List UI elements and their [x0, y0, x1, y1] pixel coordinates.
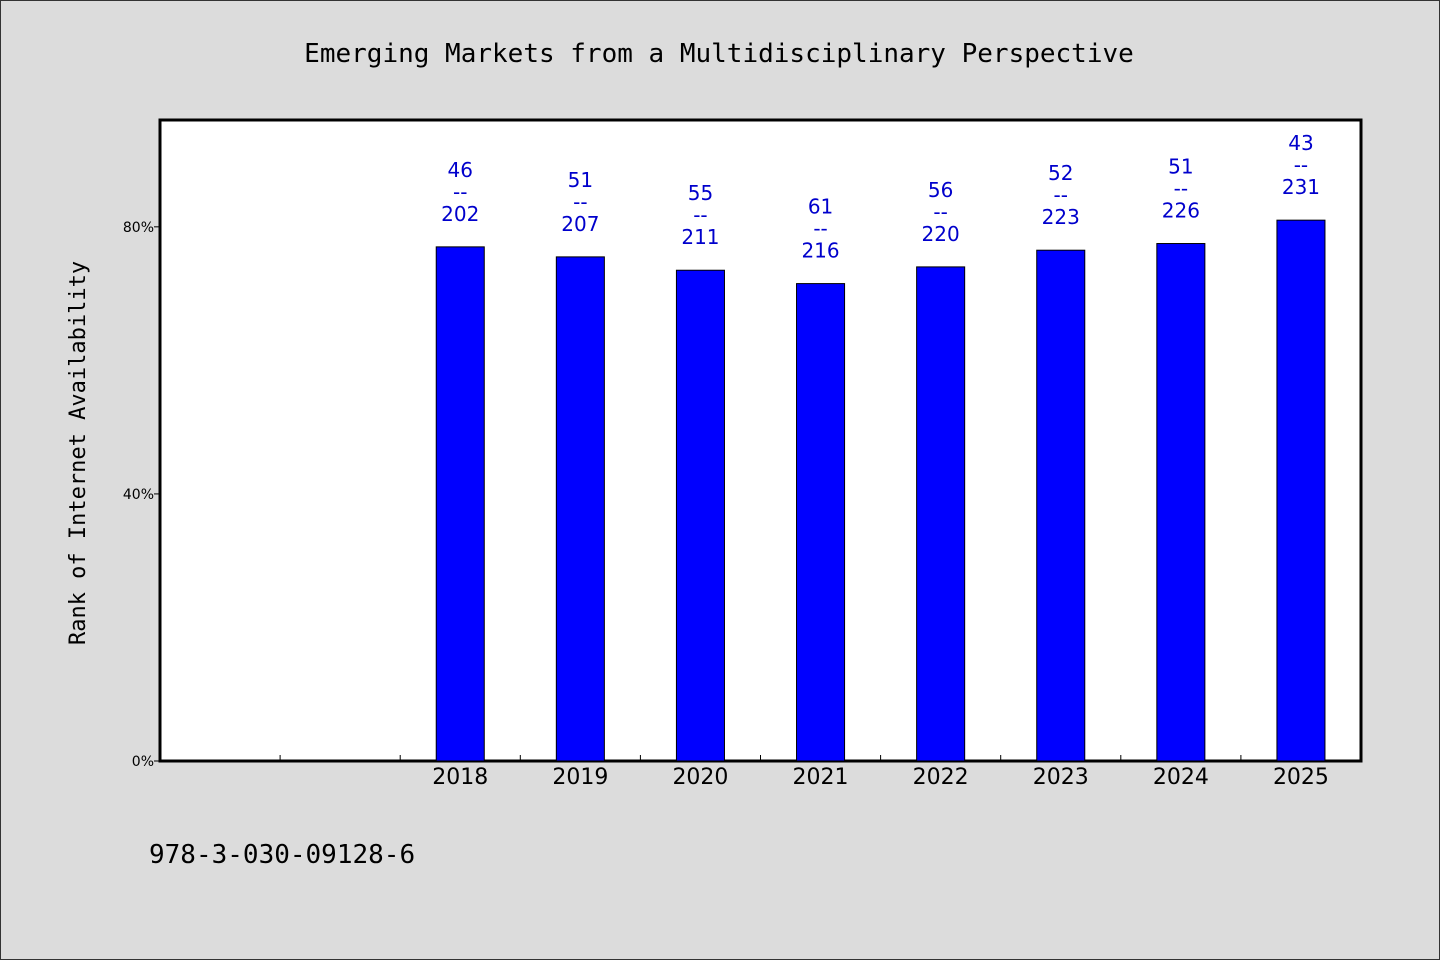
y-tick-label: 40%: [123, 487, 154, 503]
bar: [796, 283, 846, 762]
x-tick-label: 2022: [913, 765, 969, 790]
bar-value-label: 56: [928, 178, 953, 202]
bar-value-label: 61: [808, 195, 833, 219]
bar: [555, 256, 605, 762]
bar-value-label: 231: [1282, 175, 1320, 199]
bar-value-label: 51: [1168, 155, 1193, 179]
y-tick-label: 80%: [123, 220, 154, 236]
bar-value-label: --: [813, 217, 827, 241]
bar-value-label: 55: [688, 181, 713, 205]
bar-value-label: 216: [801, 239, 839, 263]
bar: [1276, 219, 1326, 762]
chart-title: Emerging Markets from a Multidisciplinar…: [304, 39, 1134, 69]
y-axis-label: Rank of Internet Availability: [66, 261, 91, 645]
bar: [435, 246, 485, 762]
x-tick-label: 2023: [1033, 765, 1089, 790]
bar-value-label: --: [1174, 177, 1188, 201]
y-axis-ticks: 0% 40% 80%: [123, 220, 160, 770]
bar-value-label: --: [693, 203, 707, 227]
bars: [435, 219, 1326, 762]
bar-value-label: 207: [561, 212, 599, 236]
bar-value-label: 51: [568, 168, 593, 192]
bar-value-label: 46: [448, 158, 473, 182]
bar-value-label: 52: [1048, 161, 1073, 185]
bar-value-label: 226: [1162, 199, 1200, 223]
bar-value-label: --: [933, 200, 947, 224]
bar-value-label: 43: [1288, 131, 1313, 155]
x-tick-label: 2025: [1273, 765, 1329, 790]
bar-value-label: --: [1294, 153, 1308, 177]
isbn-text: 978-3-030-09128-6: [149, 840, 415, 870]
bar-value-label: --: [453, 180, 467, 204]
bar-labels: 46--20251--20755--21161--21656--22052--2…: [441, 131, 1320, 262]
bar-value-label: 211: [681, 225, 719, 249]
x-tick-label: 2024: [1153, 765, 1209, 790]
bar-value-label: 220: [922, 222, 960, 246]
bar: [675, 269, 725, 762]
bar-value-label: --: [573, 190, 587, 214]
bar-value-label: --: [1054, 183, 1068, 207]
x-tick-label: 2020: [672, 765, 728, 790]
x-tick-label: 2019: [552, 765, 608, 790]
bar-value-label: 202: [441, 202, 479, 226]
x-tick-label: 2021: [793, 765, 849, 790]
bar: [1036, 249, 1086, 762]
bar: [1156, 243, 1206, 762]
x-axis-ticks: 2018 2019 2020 2021 2022 2023 2024 2025: [279, 755, 1329, 790]
y-tick-label: 0%: [132, 754, 154, 770]
x-tick-label: 2018: [432, 765, 488, 790]
bar: [916, 266, 966, 762]
bar-value-label: 223: [1042, 205, 1080, 229]
